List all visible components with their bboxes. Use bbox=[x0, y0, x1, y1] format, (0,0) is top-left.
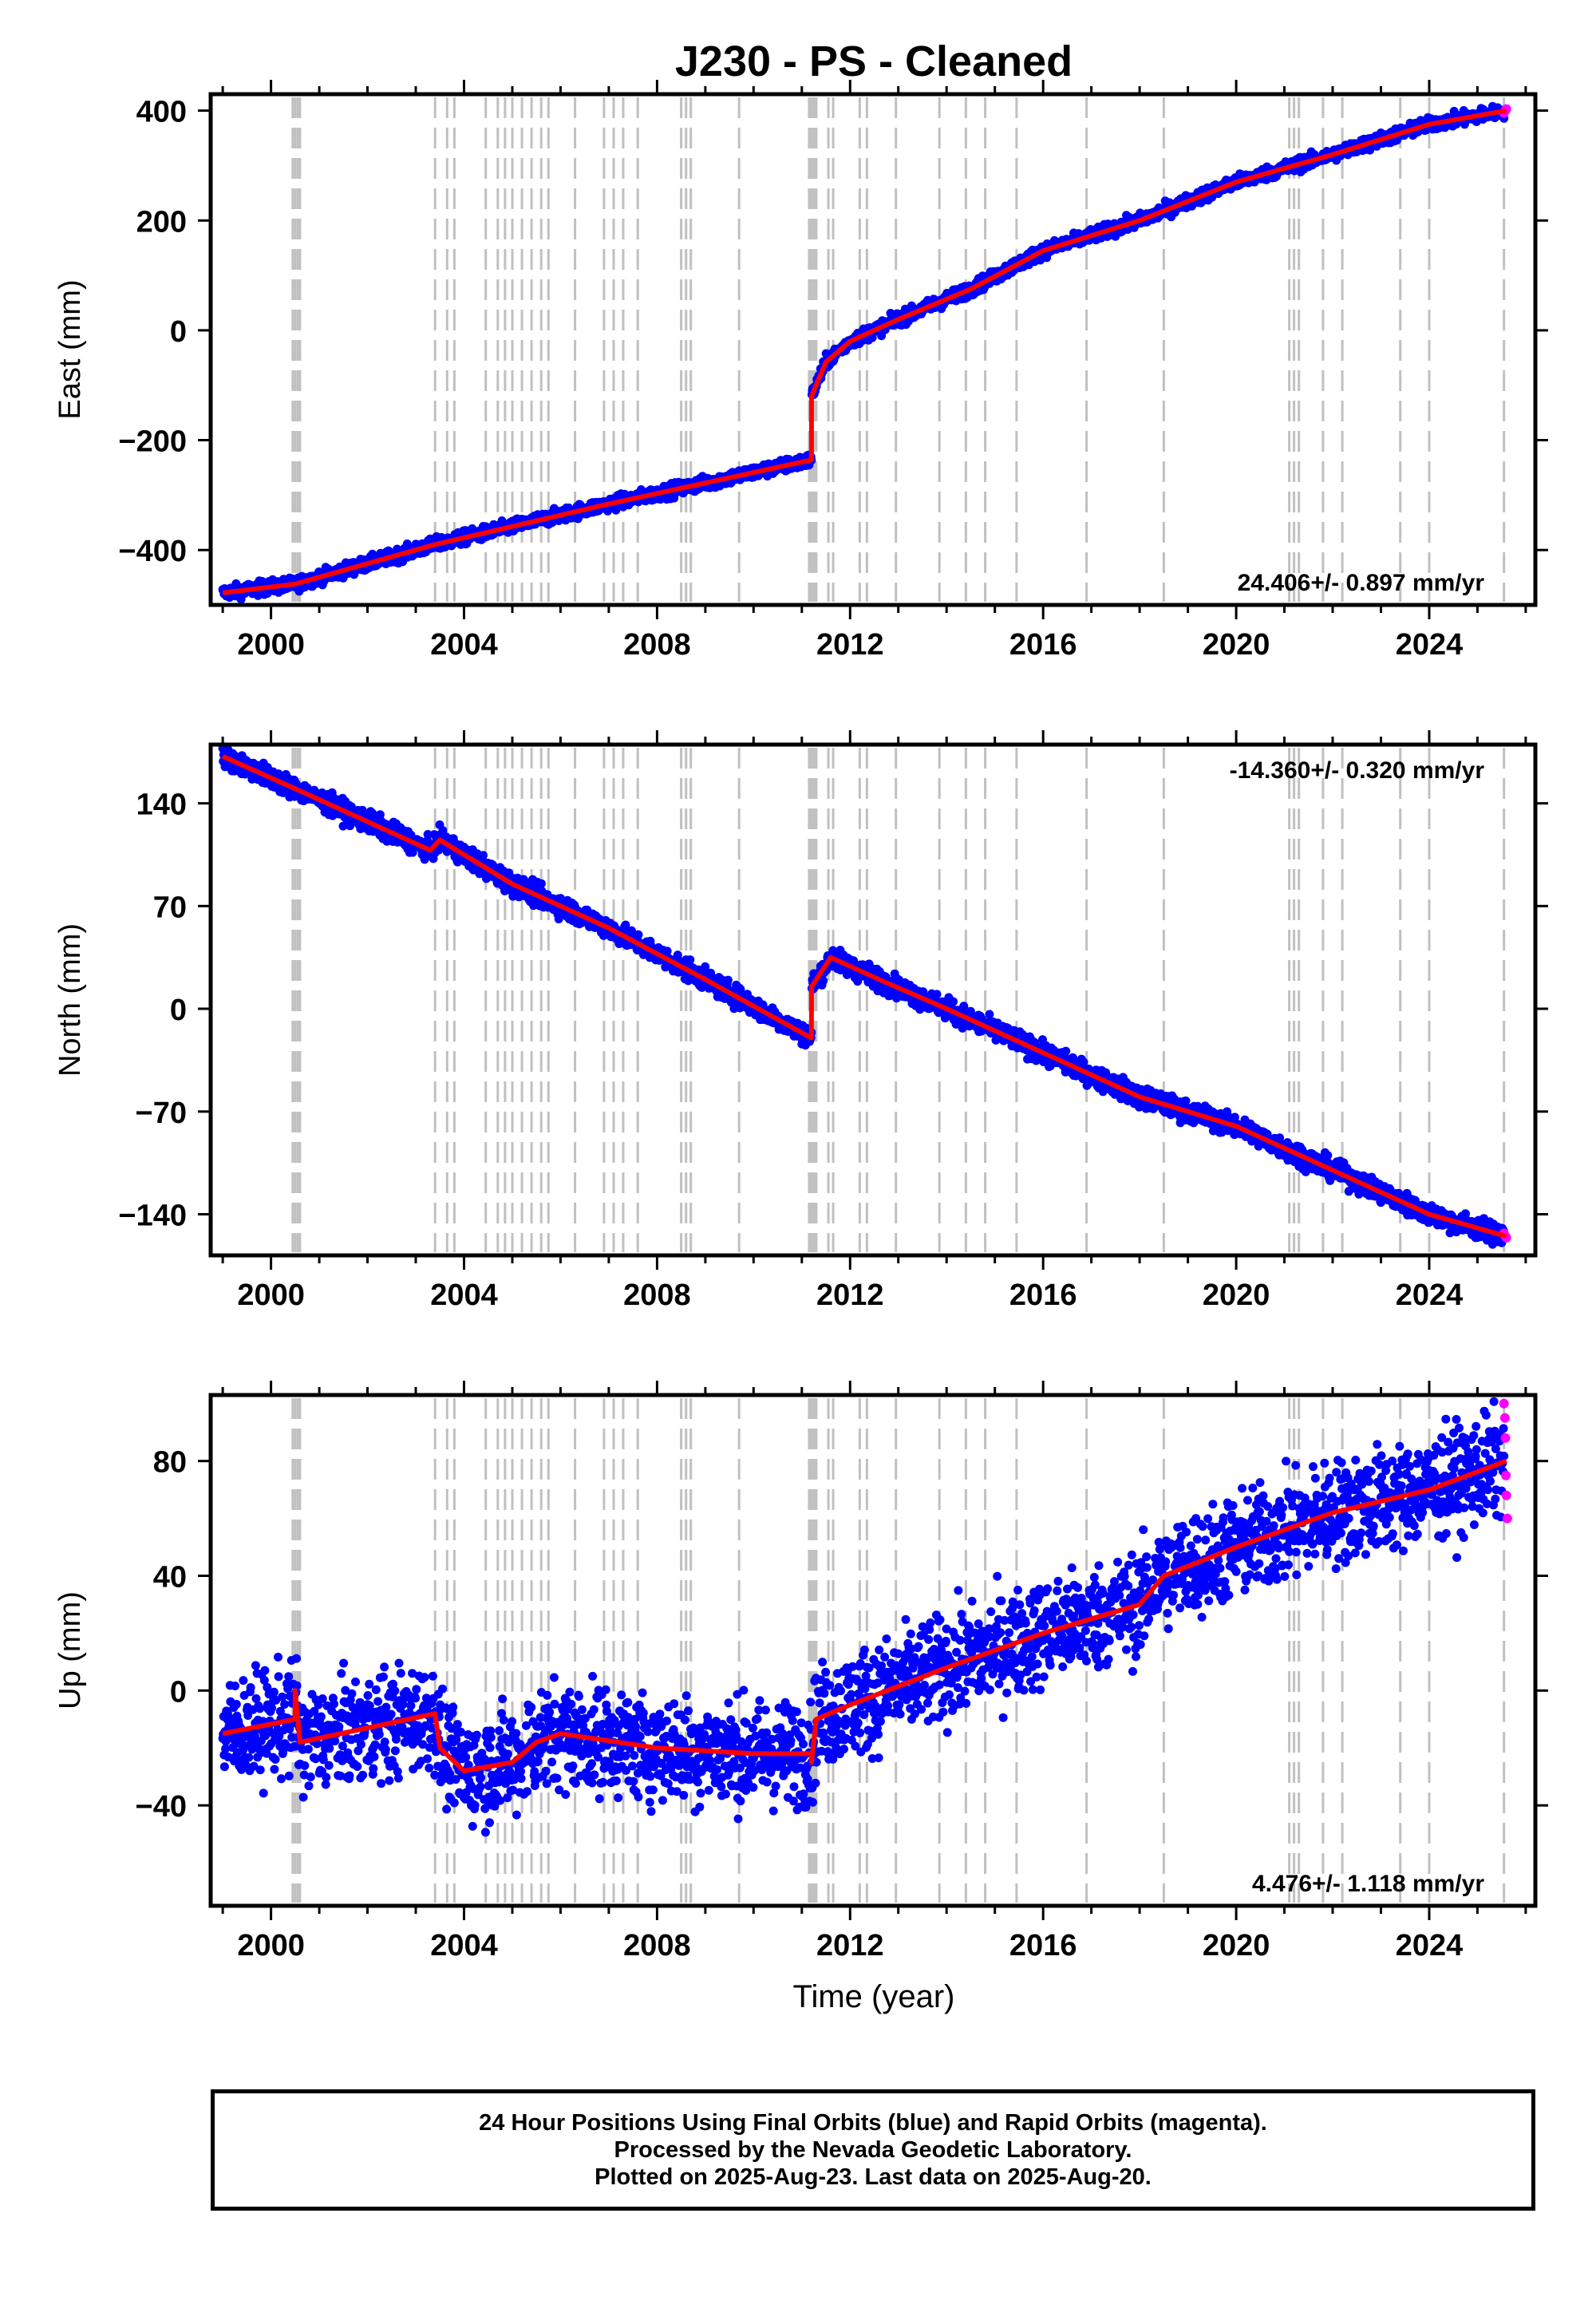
x-tick-label: 2004 bbox=[430, 628, 498, 662]
y-tick-label: 200 bbox=[136, 205, 187, 239]
data-point bbox=[932, 990, 942, 999]
final-orbit-points bbox=[218, 742, 1509, 1249]
y-tick-label: 400 bbox=[136, 96, 187, 129]
model-line bbox=[222, 108, 1507, 595]
x-tick-label: 2008 bbox=[623, 628, 691, 662]
y-tick-label: 0 bbox=[170, 315, 187, 349]
data-point bbox=[662, 947, 672, 956]
x-tick-label: 2024 bbox=[1396, 628, 1464, 662]
rate-label: 24.406+/- 0.897 mm/yr bbox=[1238, 570, 1485, 596]
y-axis-label: East (mm) bbox=[53, 279, 87, 419]
data-point bbox=[723, 975, 733, 985]
chart-title: J230 - PS - Cleaned bbox=[675, 38, 1073, 85]
data-point bbox=[1061, 1046, 1071, 1056]
x-tick-label: 2000 bbox=[237, 628, 305, 662]
x-tick-label: 2012 bbox=[816, 628, 884, 662]
data-point bbox=[949, 997, 958, 1006]
y-tick-label: −400 bbox=[118, 535, 187, 568]
x-tick-label: 2016 bbox=[1009, 628, 1077, 662]
y-tick-label: −200 bbox=[118, 425, 187, 459]
x-tick-label: 2020 bbox=[1203, 628, 1270, 662]
plot-frame bbox=[208, 92, 1538, 607]
final-orbit-points bbox=[218, 101, 1509, 604]
